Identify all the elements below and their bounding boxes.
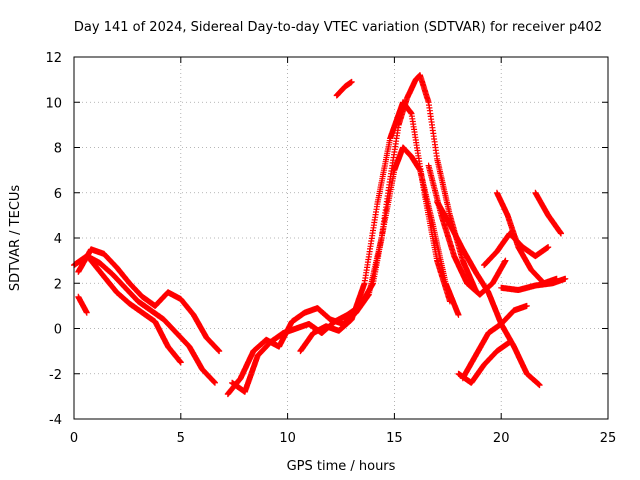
series-markers — [297, 99, 453, 355]
series-markers — [75, 293, 90, 316]
y-axis-ticks: -4 -2 0 2 4 6 8 10 12 — [45, 51, 608, 428]
series-markers — [434, 198, 543, 389]
y-tick-label: -4 — [49, 413, 62, 428]
y-tick-label: 6 — [54, 187, 62, 202]
series-markers — [425, 162, 509, 298]
data-series — [71, 72, 569, 398]
x-tick-label: 20 — [493, 431, 510, 446]
series-track-k — [459, 302, 530, 382]
series-track-f — [229, 144, 462, 395]
series-markers — [498, 275, 569, 293]
series-markers — [229, 144, 462, 395]
y-tick-label: 10 — [45, 96, 62, 111]
plot-frame — [73, 56, 609, 420]
series-track-n — [532, 189, 564, 237]
series-markers — [532, 189, 564, 237]
y-tick-label: 2 — [54, 277, 62, 292]
x-tick-label: 5 — [177, 431, 185, 446]
series-markers — [88, 257, 184, 366]
x-axis-label: GPS time / hours — [287, 459, 396, 474]
y-tick-label: 0 — [54, 323, 62, 338]
y-tick-label: 4 — [54, 232, 62, 247]
x-tick-label: 10 — [279, 431, 296, 446]
y-tick-label: 8 — [54, 142, 62, 157]
series-markers — [459, 302, 530, 382]
grid — [74, 57, 608, 419]
series-track-i — [434, 198, 543, 389]
x-tick-label: 25 — [600, 431, 617, 446]
series-track-c — [75, 293, 90, 316]
x-tick-label: 0 — [70, 431, 78, 446]
series-track-b — [75, 246, 223, 355]
y-tick-label: 12 — [45, 51, 62, 66]
series-markers — [75, 246, 223, 355]
x-tick-label: 15 — [386, 431, 403, 446]
y-tick-label: -2 — [49, 368, 62, 383]
series-track-o — [498, 275, 569, 293]
series-track-d — [88, 257, 184, 366]
series-track-h — [425, 162, 509, 298]
y-axis-label: SDTVAR / TECUs — [8, 185, 23, 292]
series-markers — [333, 78, 355, 99]
series-track-p — [333, 78, 355, 99]
chart-title: Day 141 of 2024, Sidereal Day-to-day VTE… — [74, 20, 602, 35]
x-axis-ticks: 0 5 10 15 20 25 — [70, 57, 616, 446]
series-track-g — [297, 99, 453, 355]
